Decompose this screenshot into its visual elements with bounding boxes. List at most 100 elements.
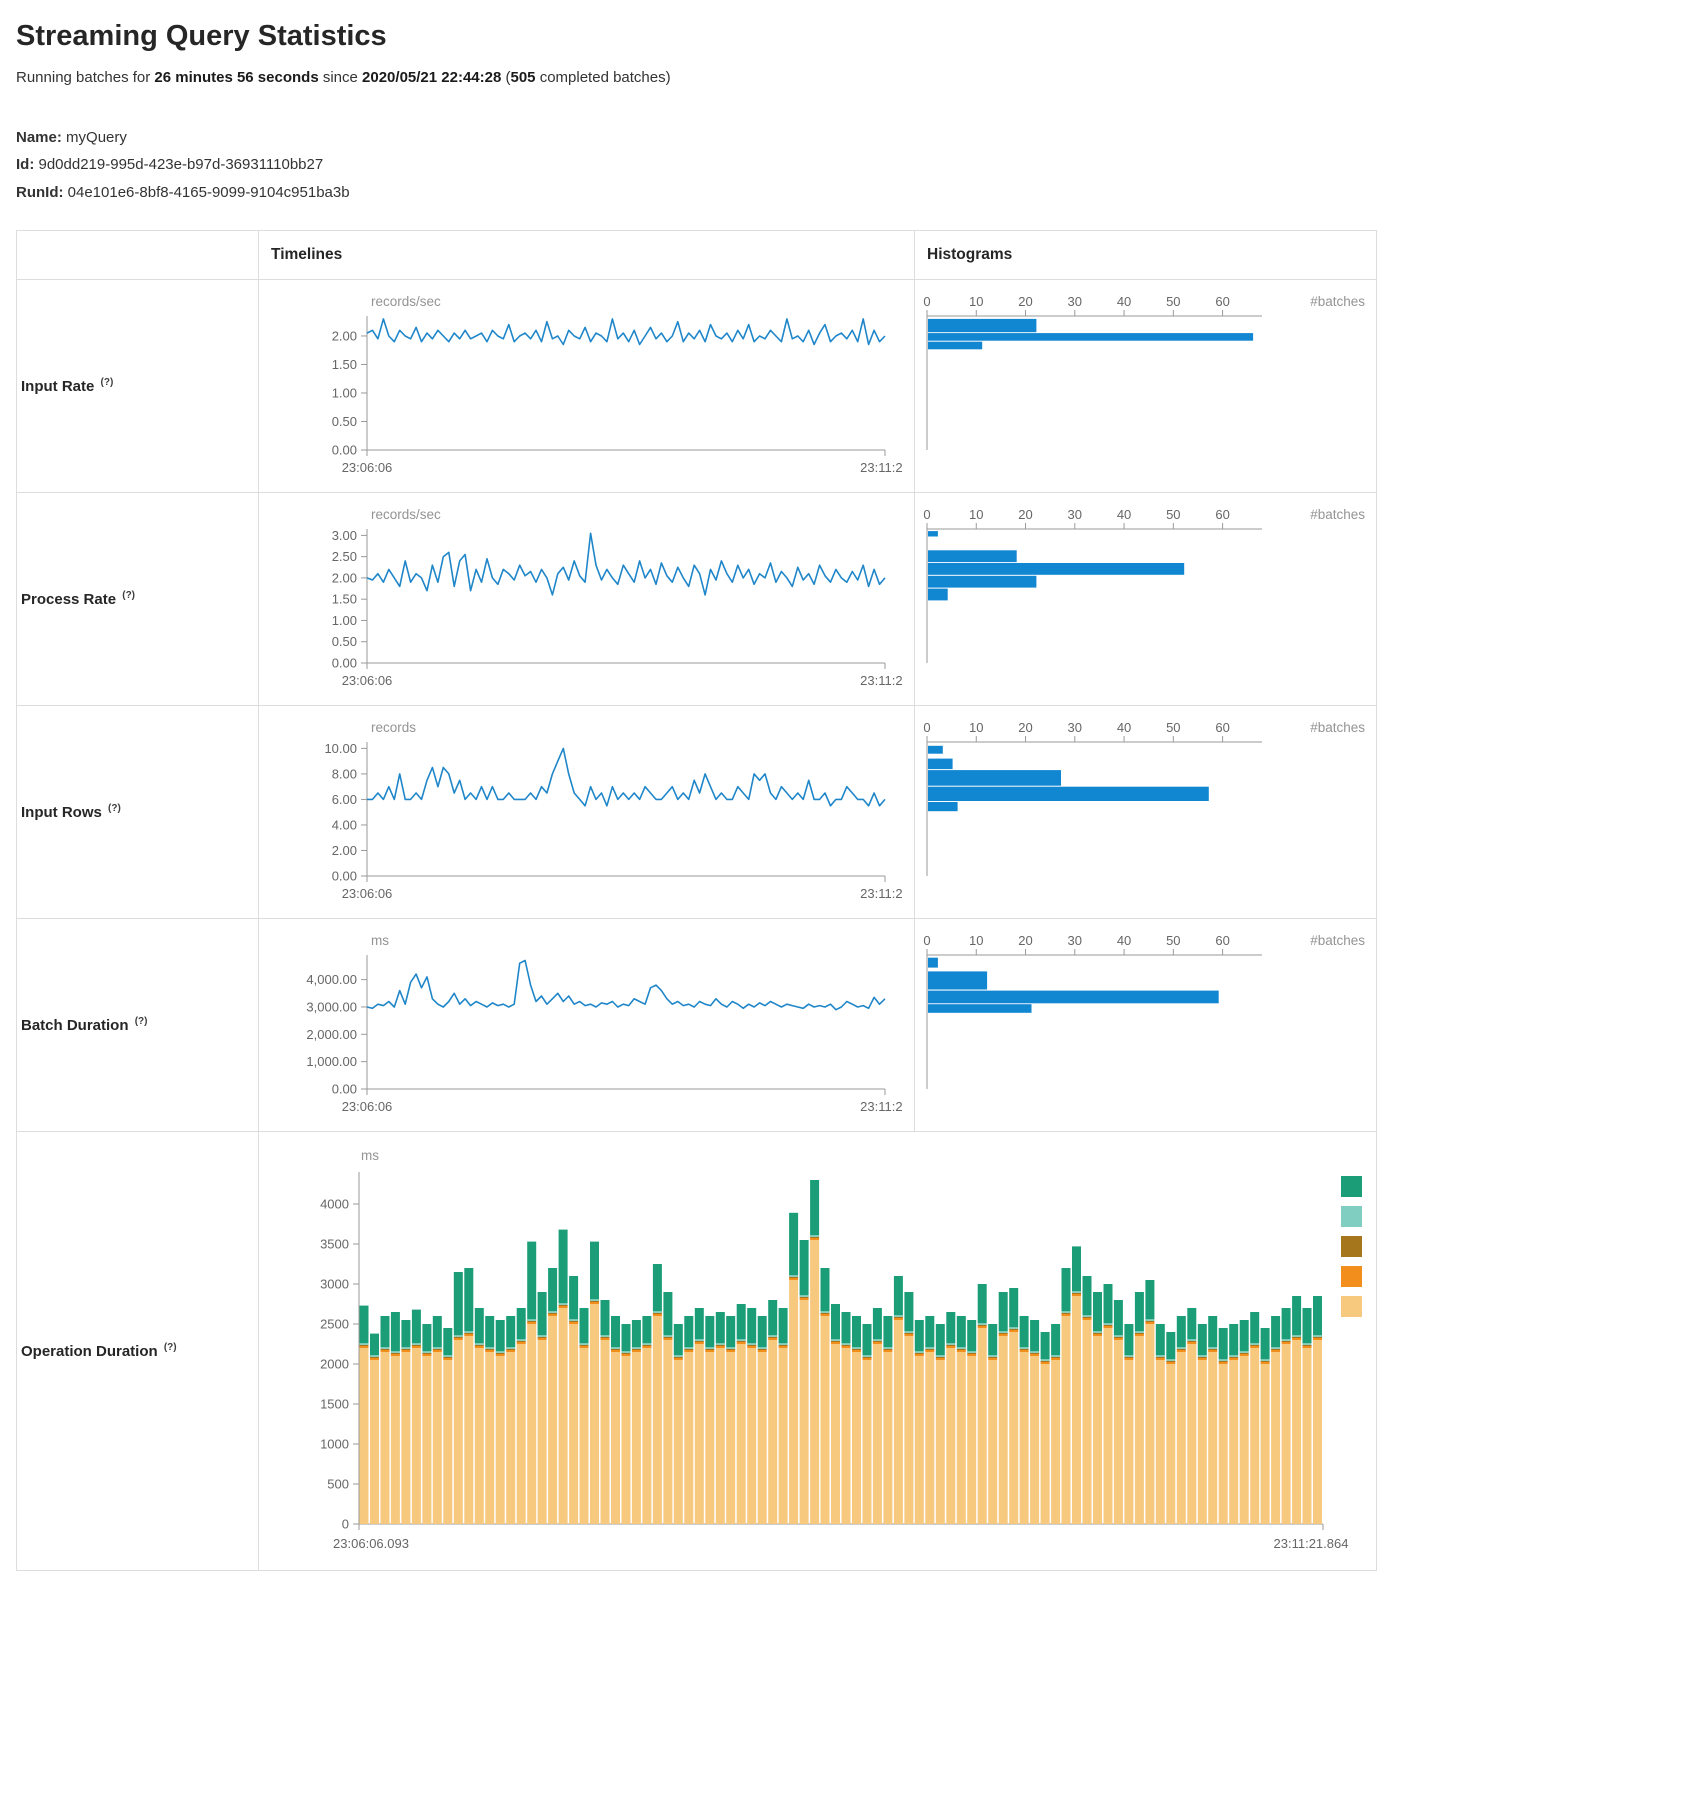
- svg-text:23:06:06.093: 23:06:06.093: [333, 1536, 409, 1551]
- svg-text:1000: 1000: [320, 1436, 349, 1451]
- timelines-header: Timelines: [271, 245, 343, 263]
- operation-duration-label: Operation Duration: [21, 1342, 158, 1360]
- status-line: Running batches for 26 minutes 56 second…: [16, 69, 1677, 86]
- svg-text:1.50: 1.50: [332, 592, 357, 607]
- input-rate-row: Input Rate (?) records/sec 0.00 0.50 1.00 1.…: [16, 278, 1377, 493]
- svg-text:2.50: 2.50: [332, 549, 357, 564]
- status-duration: 26 minutes 56 seconds: [154, 69, 319, 86]
- batch-duration-help-icon[interactable]: (?): [134, 1015, 148, 1027]
- batch-duration-timeline-chart: ms 0.00 1,000.00 2,000.00 3,000.00 4,000.00 23…: [263, 925, 910, 1125]
- svg-text:1500: 1500: [320, 1396, 349, 1411]
- svg-text:4.00: 4.00: [332, 817, 357, 832]
- process-rate-histogram-chart: #batches 0 10 20 30 40 50 60: [919, 499, 1372, 699]
- svg-text:20: 20: [1018, 720, 1032, 735]
- svg-text:23:06:06: 23:06:06: [342, 1099, 393, 1114]
- svg-text:23:11:21: 23:11:21: [860, 673, 903, 688]
- svg-text:10: 10: [969, 933, 983, 948]
- histograms-header: Histograms: [927, 245, 1013, 263]
- input-rate-help-icon[interactable]: (?): [100, 376, 114, 388]
- svg-text:0.50: 0.50: [332, 414, 357, 429]
- query-runid-value: 04e101e6-8bf8-4165-9099-9104c951ba3b: [67, 183, 350, 201]
- svg-text:30: 30: [1068, 507, 1082, 522]
- svg-text:20: 20: [1018, 294, 1032, 309]
- svg-text:50: 50: [1166, 294, 1180, 309]
- status-since: since: [318, 69, 363, 86]
- svg-text:30: 30: [1068, 294, 1082, 309]
- empty-header-cell: [16, 229, 259, 280]
- svg-text:0.00: 0.00: [332, 442, 357, 457]
- svg-text:2000: 2000: [320, 1356, 349, 1371]
- svg-text:0: 0: [923, 933, 930, 948]
- svg-text:0: 0: [923, 507, 930, 522]
- svg-text:#batches: #batches: [1310, 507, 1365, 522]
- query-runid-label: RunId:: [16, 183, 64, 201]
- svg-text:23:11:21: 23:11:21: [860, 460, 903, 475]
- batch-duration-label: Batch Duration: [21, 1016, 129, 1034]
- operation-duration-chart: ms 0 500 1000 1500 2000 2500 3000 3500 4000 23:06:…: [263, 1138, 1372, 1564]
- svg-text:3,000.00: 3,000.00: [306, 999, 357, 1014]
- svg-text:records: records: [371, 720, 416, 735]
- svg-text:1.00: 1.00: [332, 613, 357, 628]
- svg-text:2.00: 2.00: [332, 843, 357, 858]
- statistics-table: Timelines Histograms Input Rate (?) reco…: [16, 229, 1377, 1571]
- svg-text:20: 20: [1018, 507, 1032, 522]
- input-rate-histogram-chart: #batches 0 10 20 30 40 50 60: [919, 286, 1372, 486]
- streaming-query-statistics-page: Streaming Query Statistics Running batch…: [16, 20, 1677, 1571]
- svg-text:20: 20: [1018, 933, 1032, 948]
- svg-text:23:06:06: 23:06:06: [342, 460, 393, 475]
- svg-text:23:06:06: 23:06:06: [342, 673, 393, 688]
- svg-text:2,000.00: 2,000.00: [306, 1027, 357, 1042]
- svg-text:500: 500: [327, 1476, 349, 1491]
- svg-text:40: 40: [1117, 294, 1131, 309]
- status-batch-count: 505: [510, 69, 536, 86]
- svg-text:10: 10: [969, 507, 983, 522]
- svg-text:10.00: 10.00: [324, 741, 357, 756]
- svg-text:2.00: 2.00: [332, 328, 357, 343]
- svg-text:30: 30: [1068, 933, 1082, 948]
- svg-text:23:11:21: 23:11:21: [860, 886, 903, 901]
- svg-text:30: 30: [1068, 720, 1082, 735]
- svg-text:4000: 4000: [320, 1196, 349, 1211]
- legend-swatch: [1341, 1265, 1362, 1287]
- input-rows-label: Input Rows: [21, 803, 102, 821]
- svg-text:3500: 3500: [320, 1236, 349, 1251]
- svg-text:#batches: #batches: [1310, 720, 1365, 735]
- svg-text:3.00: 3.00: [332, 528, 357, 543]
- process-rate-help-icon[interactable]: (?): [122, 589, 136, 601]
- svg-text:8.00: 8.00: [332, 766, 357, 781]
- query-name-label: Name:: [16, 129, 62, 146]
- svg-text:2500: 2500: [320, 1316, 349, 1331]
- svg-text:60: 60: [1215, 720, 1229, 735]
- svg-text:50: 50: [1166, 933, 1180, 948]
- svg-text:records/sec: records/sec: [371, 507, 441, 522]
- input-rows-timeline-chart: records 0.00 2.00 4.00 6.00 8.00 10.00 23:06:06…: [263, 712, 910, 912]
- svg-text:23:06:06: 23:06:06: [342, 886, 393, 901]
- svg-text:40: 40: [1117, 507, 1131, 522]
- query-meta: Name: myQuery Id: 9d0dd219-995d-423e-b97…: [16, 124, 1677, 206]
- status-suffix: completed batches): [535, 69, 671, 86]
- svg-text:0.00: 0.00: [332, 868, 357, 883]
- svg-text:0.00: 0.00: [332, 655, 357, 670]
- svg-text:#batches: #batches: [1310, 933, 1365, 948]
- input-rows-help-icon[interactable]: (?): [108, 802, 121, 814]
- svg-text:1.50: 1.50: [332, 357, 357, 372]
- input-rate-timeline-chart: records/sec 0.00 0.50 1.00 1.50 2.00 23:06:06 2…: [263, 286, 910, 486]
- input-rows-histogram-chart: #batches 0 10 20 30 40 50 60: [919, 712, 1372, 912]
- status-start-time: 2020/05/21 22:44:28: [362, 69, 502, 86]
- svg-text:ms: ms: [361, 1148, 379, 1163]
- svg-text:60: 60: [1215, 294, 1229, 309]
- query-name-line: Name: myQuery: [16, 124, 1677, 151]
- legend-swatch: [1341, 1295, 1362, 1317]
- operation-duration-help-icon[interactable]: (?): [163, 1341, 177, 1353]
- legend-swatch: [1341, 1175, 1362, 1197]
- svg-text:60: 60: [1215, 507, 1229, 522]
- svg-text:6.00: 6.00: [332, 792, 357, 807]
- operation-duration-row: Operation Duration (?) ms 0 500 1000 1500 200…: [16, 1130, 1377, 1571]
- operation-duration-legend: [1341, 1175, 1362, 1317]
- svg-text:4,000.00: 4,000.00: [306, 972, 357, 987]
- svg-text:40: 40: [1117, 933, 1131, 948]
- svg-text:23:11:21: 23:11:21: [860, 1099, 903, 1114]
- query-id-value: 9d0dd219-995d-423e-b97d-36931110bb27: [38, 156, 324, 174]
- svg-text:0: 0: [923, 294, 930, 309]
- svg-text:2.00: 2.00: [332, 570, 357, 585]
